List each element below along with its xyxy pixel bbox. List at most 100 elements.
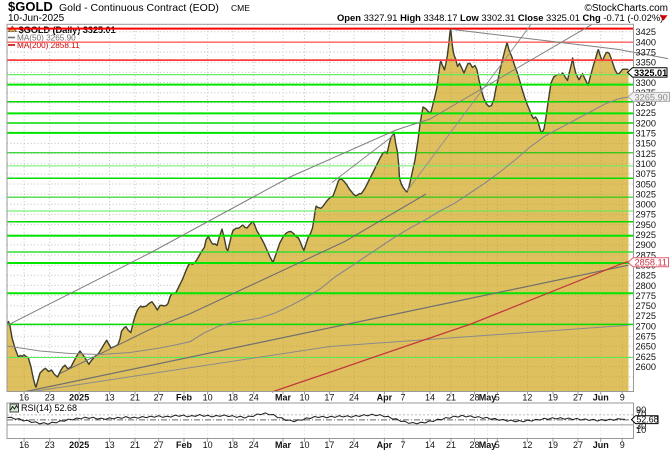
svg-text:Open 3327.91 High 3348.17 Low: Open 3327.91 High 3348.17 Low 3302.31 Cl… <box>337 12 663 23</box>
svg-text:3350: 3350 <box>636 58 656 68</box>
svg-text:3025: 3025 <box>636 189 656 199</box>
svg-text:3150: 3150 <box>636 139 656 149</box>
svg-text:3100: 3100 <box>636 159 656 169</box>
svg-text:2675: 2675 <box>636 332 656 342</box>
svg-text:2025: 2025 <box>69 440 89 450</box>
svg-text:21: 21 <box>446 393 456 403</box>
svg-text:9: 9 <box>620 440 625 450</box>
svg-text:10: 10 <box>203 440 213 450</box>
svg-text:17: 17 <box>324 393 334 403</box>
svg-text:10: 10 <box>636 425 646 435</box>
svg-text:13: 13 <box>105 440 115 450</box>
svg-text:2650: 2650 <box>636 342 656 352</box>
svg-text:5: 5 <box>495 393 500 403</box>
svg-text:©StockCharts.com: ©StockCharts.com <box>584 3 668 14</box>
svg-text:Gold - Continuous Contract (EO: Gold - Continuous Contract (EOD) <box>59 2 219 14</box>
svg-text:CME: CME <box>231 3 250 13</box>
svg-text:$GOLD (Daily) 3325.01: $GOLD (Daily) 3325.01 <box>19 25 116 35</box>
svg-text:3000: 3000 <box>636 200 656 210</box>
svg-text:3250: 3250 <box>636 98 656 108</box>
svg-text:2825: 2825 <box>636 271 656 281</box>
svg-text:MA(50) 3265.90: MA(50) 3265.90 <box>17 33 76 42</box>
svg-text:24: 24 <box>249 393 259 403</box>
svg-text:MA(200) 2858.11: MA(200) 2858.11 <box>17 41 80 50</box>
svg-text:Mar: Mar <box>275 440 292 450</box>
svg-text:2925: 2925 <box>636 230 656 240</box>
svg-text:13: 13 <box>105 393 115 403</box>
svg-text:2600: 2600 <box>636 362 656 372</box>
svg-text:3425: 3425 <box>636 27 656 37</box>
svg-text:24: 24 <box>249 440 259 450</box>
svg-text:52.68: 52.68 <box>637 414 659 424</box>
svg-text:16: 16 <box>19 440 29 450</box>
svg-text:17: 17 <box>324 440 334 450</box>
svg-text:28: 28 <box>469 440 479 450</box>
svg-text:3400: 3400 <box>636 37 656 47</box>
svg-text:19: 19 <box>548 393 558 403</box>
svg-text:24: 24 <box>349 393 359 403</box>
svg-text:2750: 2750 <box>636 301 656 311</box>
svg-text:3050: 3050 <box>636 179 656 189</box>
svg-text:3265.90: 3265.90 <box>635 92 668 102</box>
svg-text:19: 19 <box>548 440 558 450</box>
svg-text:7: 7 <box>400 440 405 450</box>
svg-text:18: 18 <box>228 393 238 403</box>
svg-text:Apr: Apr <box>377 440 393 450</box>
svg-text:30: 30 <box>636 421 646 431</box>
svg-text:27: 27 <box>573 440 583 450</box>
svg-text:Apr: Apr <box>377 393 393 403</box>
svg-text:10-Jun-2025: 10-Jun-2025 <box>8 13 65 24</box>
svg-text:10: 10 <box>299 393 309 403</box>
svg-text:18: 18 <box>228 440 238 450</box>
svg-text:2950: 2950 <box>636 220 656 230</box>
svg-text:Mar: Mar <box>275 393 292 403</box>
svg-text:Jun: Jun <box>593 440 609 450</box>
svg-text:12: 12 <box>522 393 532 403</box>
svg-text:Feb: Feb <box>176 440 193 450</box>
svg-text:May: May <box>479 393 497 403</box>
svg-text:3300: 3300 <box>636 78 656 88</box>
svg-text:16: 16 <box>19 393 29 403</box>
svg-text:12: 12 <box>522 440 532 450</box>
svg-text:Feb: Feb <box>176 393 193 403</box>
svg-text:2858.11: 2858.11 <box>635 258 668 268</box>
svg-text:RSI(14) 52.68: RSI(14) 52.68 <box>21 403 77 413</box>
svg-text:2975: 2975 <box>636 210 656 220</box>
svg-text:70: 70 <box>636 409 646 419</box>
svg-text:21: 21 <box>130 393 140 403</box>
svg-text:2800: 2800 <box>636 281 656 291</box>
svg-text:28: 28 <box>469 393 479 403</box>
svg-text:3125: 3125 <box>636 149 656 159</box>
svg-text:23: 23 <box>45 393 55 403</box>
svg-text:2725: 2725 <box>636 311 656 321</box>
svg-text:2625: 2625 <box>636 352 656 362</box>
svg-text:7: 7 <box>400 393 405 403</box>
svg-text:27: 27 <box>573 393 583 403</box>
svg-text:Jun: Jun <box>593 393 609 403</box>
svg-text:24: 24 <box>349 440 359 450</box>
svg-text:2875: 2875 <box>636 250 656 260</box>
svg-text:$GOLD: $GOLD <box>8 0 53 14</box>
svg-text:14: 14 <box>425 440 435 450</box>
svg-text:2700: 2700 <box>636 321 656 331</box>
svg-text:27: 27 <box>154 393 164 403</box>
svg-text:2900: 2900 <box>636 240 656 250</box>
svg-text:May: May <box>479 440 497 450</box>
svg-text:5: 5 <box>495 440 500 450</box>
svg-text:9: 9 <box>620 393 625 403</box>
svg-text:3225: 3225 <box>636 108 656 118</box>
svg-text:23: 23 <box>45 440 55 450</box>
svg-text:2025: 2025 <box>69 393 89 403</box>
svg-text:10: 10 <box>299 440 309 450</box>
svg-text:27: 27 <box>154 440 164 450</box>
svg-text:3075: 3075 <box>636 169 656 179</box>
svg-text:3325.01: 3325.01 <box>634 68 667 78</box>
svg-text:2775: 2775 <box>636 291 656 301</box>
svg-text:14: 14 <box>425 393 435 403</box>
svg-text:3175: 3175 <box>636 129 656 139</box>
svg-text:90: 90 <box>636 405 646 415</box>
svg-text:21: 21 <box>446 440 456 450</box>
svg-text:10: 10 <box>203 393 213 403</box>
svg-text:21: 21 <box>130 440 140 450</box>
svg-text:3200: 3200 <box>636 118 656 128</box>
